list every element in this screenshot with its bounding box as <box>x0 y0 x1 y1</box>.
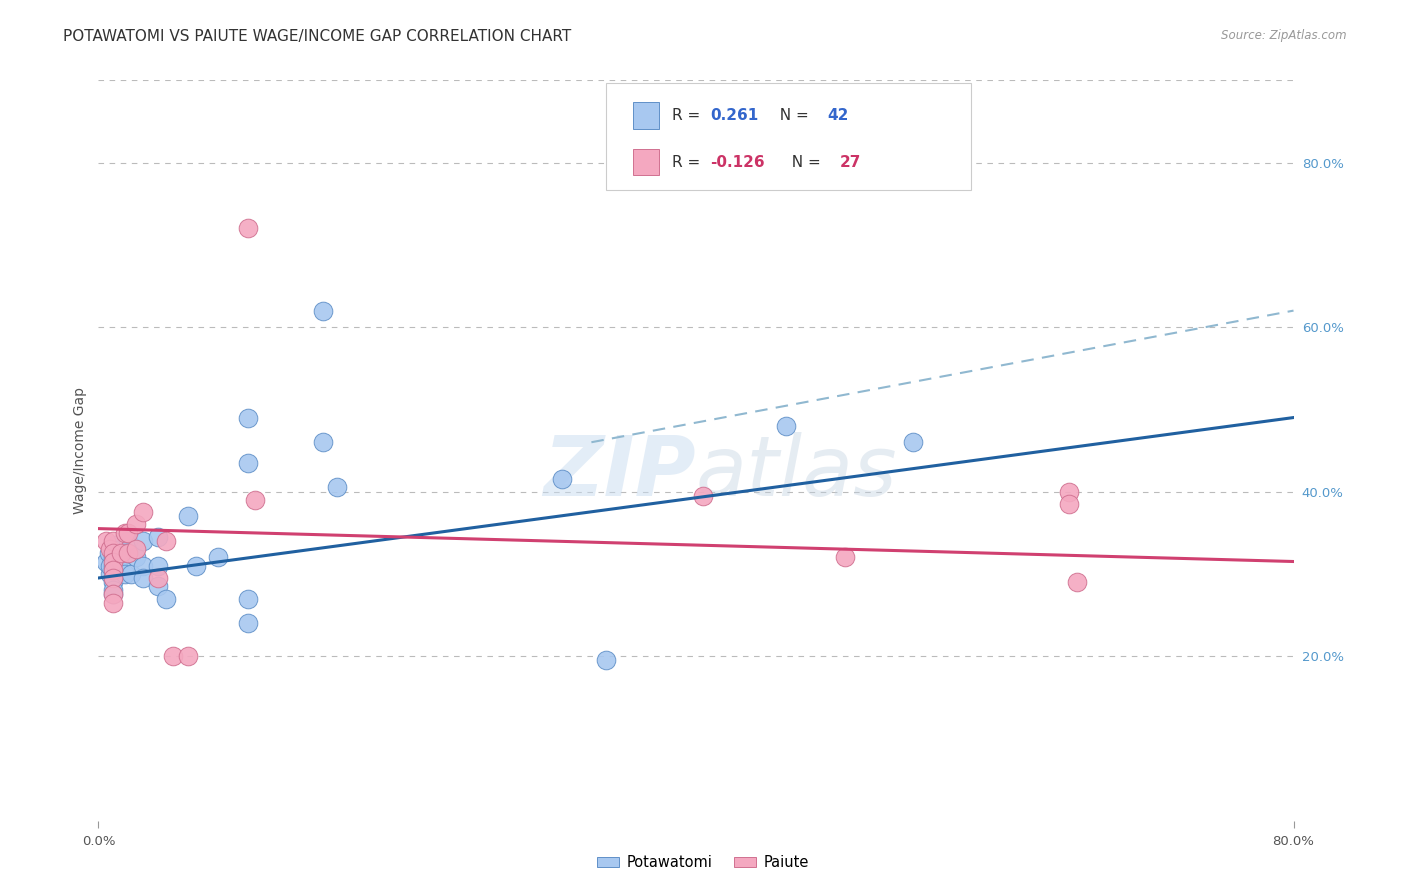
Point <box>236 456 259 470</box>
Text: 0.261: 0.261 <box>710 108 759 123</box>
Point <box>103 571 125 585</box>
Point <box>98 542 122 557</box>
Point <box>184 558 207 573</box>
Point <box>1066 575 1088 590</box>
Point <box>132 505 155 519</box>
Point <box>103 563 125 577</box>
Point <box>692 489 714 503</box>
Text: N =: N = <box>770 108 814 123</box>
Point <box>236 616 259 631</box>
Point <box>98 558 122 573</box>
FancyBboxPatch shape <box>633 103 659 129</box>
FancyBboxPatch shape <box>633 149 659 176</box>
Point <box>117 546 139 560</box>
Point <box>311 303 333 318</box>
Y-axis label: Wage/Income Gap: Wage/Income Gap <box>73 387 87 514</box>
Point <box>595 653 617 667</box>
Point <box>103 554 125 569</box>
Point <box>94 533 117 548</box>
Point <box>155 591 177 606</box>
Point <box>1059 484 1081 499</box>
Text: Source: ZipAtlas.com: Source: ZipAtlas.com <box>1222 29 1347 42</box>
Point <box>245 492 267 507</box>
Point <box>132 558 155 573</box>
Point <box>103 563 125 577</box>
Point <box>103 596 125 610</box>
Point <box>110 550 132 565</box>
Point <box>155 533 177 548</box>
Point <box>177 649 200 664</box>
Point <box>103 550 125 565</box>
Point <box>834 550 856 565</box>
Point <box>132 533 155 548</box>
Point <box>901 435 924 450</box>
Point <box>550 472 572 486</box>
Point <box>105 538 128 552</box>
Point <box>162 649 184 664</box>
Text: POTAWATOMI VS PAIUTE WAGE/INCOME GAP CORRELATION CHART: POTAWATOMI VS PAIUTE WAGE/INCOME GAP COR… <box>63 29 571 44</box>
Point <box>117 546 139 560</box>
Point <box>103 575 125 590</box>
Legend: Potawatomi, Paiute: Potawatomi, Paiute <box>592 849 814 876</box>
Point <box>125 517 148 532</box>
Point <box>103 546 125 560</box>
Point <box>148 571 170 585</box>
Point <box>114 525 136 540</box>
Point <box>132 571 155 585</box>
Point <box>94 554 117 569</box>
Point <box>311 435 333 450</box>
Point <box>103 571 125 585</box>
Point <box>117 525 139 540</box>
Point <box>236 591 259 606</box>
Text: 27: 27 <box>839 154 860 169</box>
Point <box>103 533 125 548</box>
Point <box>110 554 132 569</box>
Point <box>117 533 139 548</box>
Point <box>1059 497 1081 511</box>
Text: ZIP: ZIP <box>543 432 696 513</box>
Point <box>236 410 259 425</box>
Text: 42: 42 <box>827 108 849 123</box>
Point <box>125 542 148 557</box>
Point <box>148 558 170 573</box>
FancyBboxPatch shape <box>606 82 972 190</box>
Text: atlas: atlas <box>696 432 897 513</box>
Text: -0.126: -0.126 <box>710 154 765 169</box>
Point <box>148 579 170 593</box>
Point <box>114 566 136 581</box>
Text: R =: R = <box>672 108 706 123</box>
Text: N =: N = <box>782 154 825 169</box>
Point <box>177 509 200 524</box>
Point <box>103 587 125 601</box>
Point <box>775 418 797 433</box>
Point <box>148 530 170 544</box>
Point <box>207 550 229 565</box>
Point <box>125 550 148 565</box>
Point <box>110 546 132 560</box>
Point <box>103 583 125 598</box>
Point <box>97 546 120 560</box>
Point <box>98 566 122 581</box>
Point <box>120 566 142 581</box>
Point <box>103 558 125 573</box>
Point <box>103 542 125 557</box>
Point <box>236 221 259 235</box>
Point <box>103 587 125 601</box>
Point <box>326 480 349 494</box>
Text: R =: R = <box>672 154 706 169</box>
Point <box>110 542 132 557</box>
